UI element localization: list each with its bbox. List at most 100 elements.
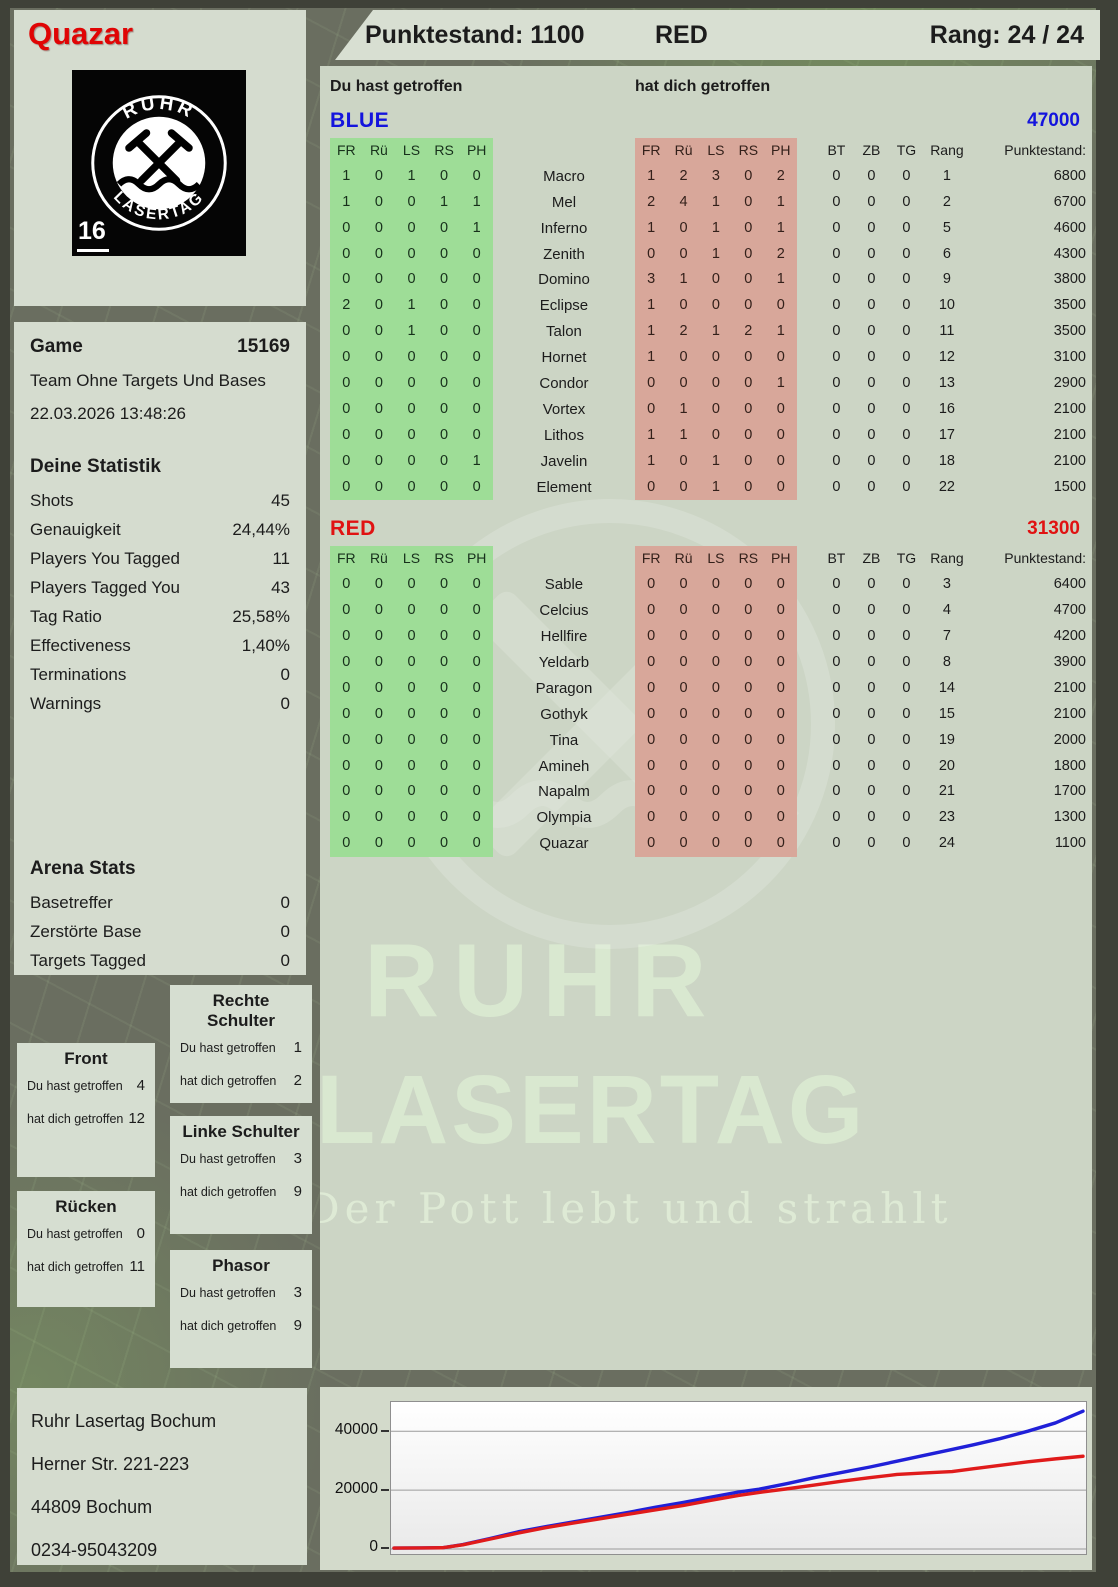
col-header: BT [827,550,846,567]
player-name-cell: Paragon [535,679,593,697]
dich-hit-cell: 0 [699,345,733,372]
du-hit-cell: 0 [362,345,396,372]
bt-cell: 0 [832,478,841,495]
du-hit-cell: 0 [427,345,461,372]
dich-hit-cell: 2 [764,241,797,268]
hitzone-title: Rechte Schulter [206,991,276,1030]
dich-hit-cell: 2 [634,189,668,216]
rang-cell: 4 [942,602,951,619]
dich-hit-cell: 2 [667,163,700,190]
dich-hit-cell: 1 [634,293,668,320]
du-hit-cell: 0 [427,701,461,728]
game-stats-panel: Game 15169 Team Ohne Targets Und Bases 2… [14,322,306,975]
bt-cell: 0 [832,576,841,593]
bt-cell: 0 [832,375,841,392]
rang-cell: 3 [942,576,951,593]
tg-cell: 0 [902,705,911,722]
stat-value: 43 [271,577,290,597]
player-name-cell: Lithos [543,426,584,444]
gap-cell [797,319,819,345]
dich-hit-cell: 0 [667,650,700,676]
hitzone-ruecken: Rücken Du hast getroffen 0 hat dich getro… [17,1191,155,1307]
punktestand-cell: 6800 [1053,167,1086,184]
dich-hit-cell: 0 [667,474,700,501]
hitzone-dich-label: hat dich getroffen [180,1319,277,1333]
hitzone-dich-label: hat dich getroffen [180,1185,277,1199]
dich-hit-cell: 0 [667,241,700,268]
bt-cell: 0 [832,783,841,800]
bt-cell: 0 [832,835,841,852]
player-name-cell: Element [536,478,592,496]
score-chart-panel: 0 20000 40000 [320,1387,1092,1570]
stat-row: Warnings 0 [30,689,290,718]
du-hit-cell: 0 [395,422,428,449]
rang-cell: 2 [942,193,951,210]
du-hit-cell: 0 [460,831,493,858]
club-logo-emblem: RUHR LASERTAG [91,92,227,231]
du-hit-cell: 0 [330,572,363,599]
du-hit-cell: 0 [330,319,363,346]
header-rank: Rang: 24 / 24 [929,21,1084,49]
dich-hit-cell: 0 [634,831,668,858]
stat-value: 1,40% [241,635,290,655]
dich-hit-cell: 2 [732,319,765,346]
player-name-cell: Yeldarb [538,654,590,672]
du-hit-cell: 1 [460,189,493,216]
zb-cell: 0 [867,731,876,748]
dich-hit-cell: 1 [667,267,700,294]
dich-hit-cell: 0 [732,572,765,599]
dich-hit-cell: 0 [699,701,733,728]
dich-hit-cell: 1 [764,371,797,397]
punktestand-cell: 2100 [1053,452,1086,469]
du-hit-cell: 0 [362,396,396,423]
dich-hit-cell: 0 [732,675,765,702]
zb-cell: 0 [867,679,876,696]
bt-cell: 0 [832,628,841,645]
gap-cell [797,345,819,371]
punktestand-cell: 2100 [1053,400,1086,417]
zb-cell: 0 [867,297,876,314]
dich-hit-cell: 1 [764,189,797,216]
dich-hit-cell: 0 [732,805,765,832]
dich-hit-cell: 0 [667,448,700,475]
logo-badge-number: 16 [77,217,109,252]
gap-cell [797,805,819,831]
dich-hit-cell: 0 [764,675,797,702]
du-hit-cell: 0 [460,598,493,625]
col-header: Rü [667,546,700,573]
club-logo: RUHR LASERTAG 16 [72,70,246,256]
dich-hit-cell: 0 [764,831,797,858]
bt-cell: 0 [832,731,841,748]
du-hit-cell: 0 [460,422,493,449]
hitzone-dich-value: 9 [293,1317,302,1334]
gap-cell [797,475,819,501]
du-hit-cell: 0 [427,422,461,449]
rang-cell: 13 [938,375,955,392]
player-name-cell: Hornet [541,349,587,367]
dich-hit-cell: 0 [764,727,797,754]
dich-hit-cell: 0 [667,293,700,320]
player-name-cell: Condor [539,375,589,393]
tg-cell: 0 [902,193,911,210]
du-hit-cell: 1 [395,293,428,320]
zb-cell: 0 [867,602,876,619]
dich-hit-cell: 3 [699,163,733,190]
zb-cell: 0 [867,757,876,774]
dich-hit-cell: 1 [667,422,700,449]
hitzone-phasor: Phasor Du hast getroffen 3 hat dich getro… [170,1250,312,1368]
du-hit-cell: 0 [427,598,461,625]
col-header: RS [427,138,461,164]
dich-hit-cell: 0 [764,650,797,676]
dich-hit-cell: 1 [634,163,668,190]
tg-cell: 0 [902,602,911,619]
dich-hit-cell: 1 [634,319,668,346]
team-tables: BLUE 47000 FR Rü LS RS PH FR Rü LS RS PH BT ZB TG Rang P… [330,106,1092,858]
player-name-cell: Javelin [540,452,588,470]
bt-cell: 0 [832,705,841,722]
du-hit-cell: 0 [330,624,363,651]
dich-hit-cell: 0 [699,805,733,832]
dich-hit-cell: 0 [667,345,700,372]
dich-hit-cell: 0 [699,753,733,780]
zb-cell: 0 [867,835,876,852]
du-hit-cell: 0 [330,474,363,501]
